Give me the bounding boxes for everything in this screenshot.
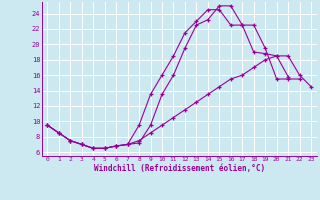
X-axis label: Windchill (Refroidissement éolien,°C): Windchill (Refroidissement éolien,°C) xyxy=(94,164,265,173)
